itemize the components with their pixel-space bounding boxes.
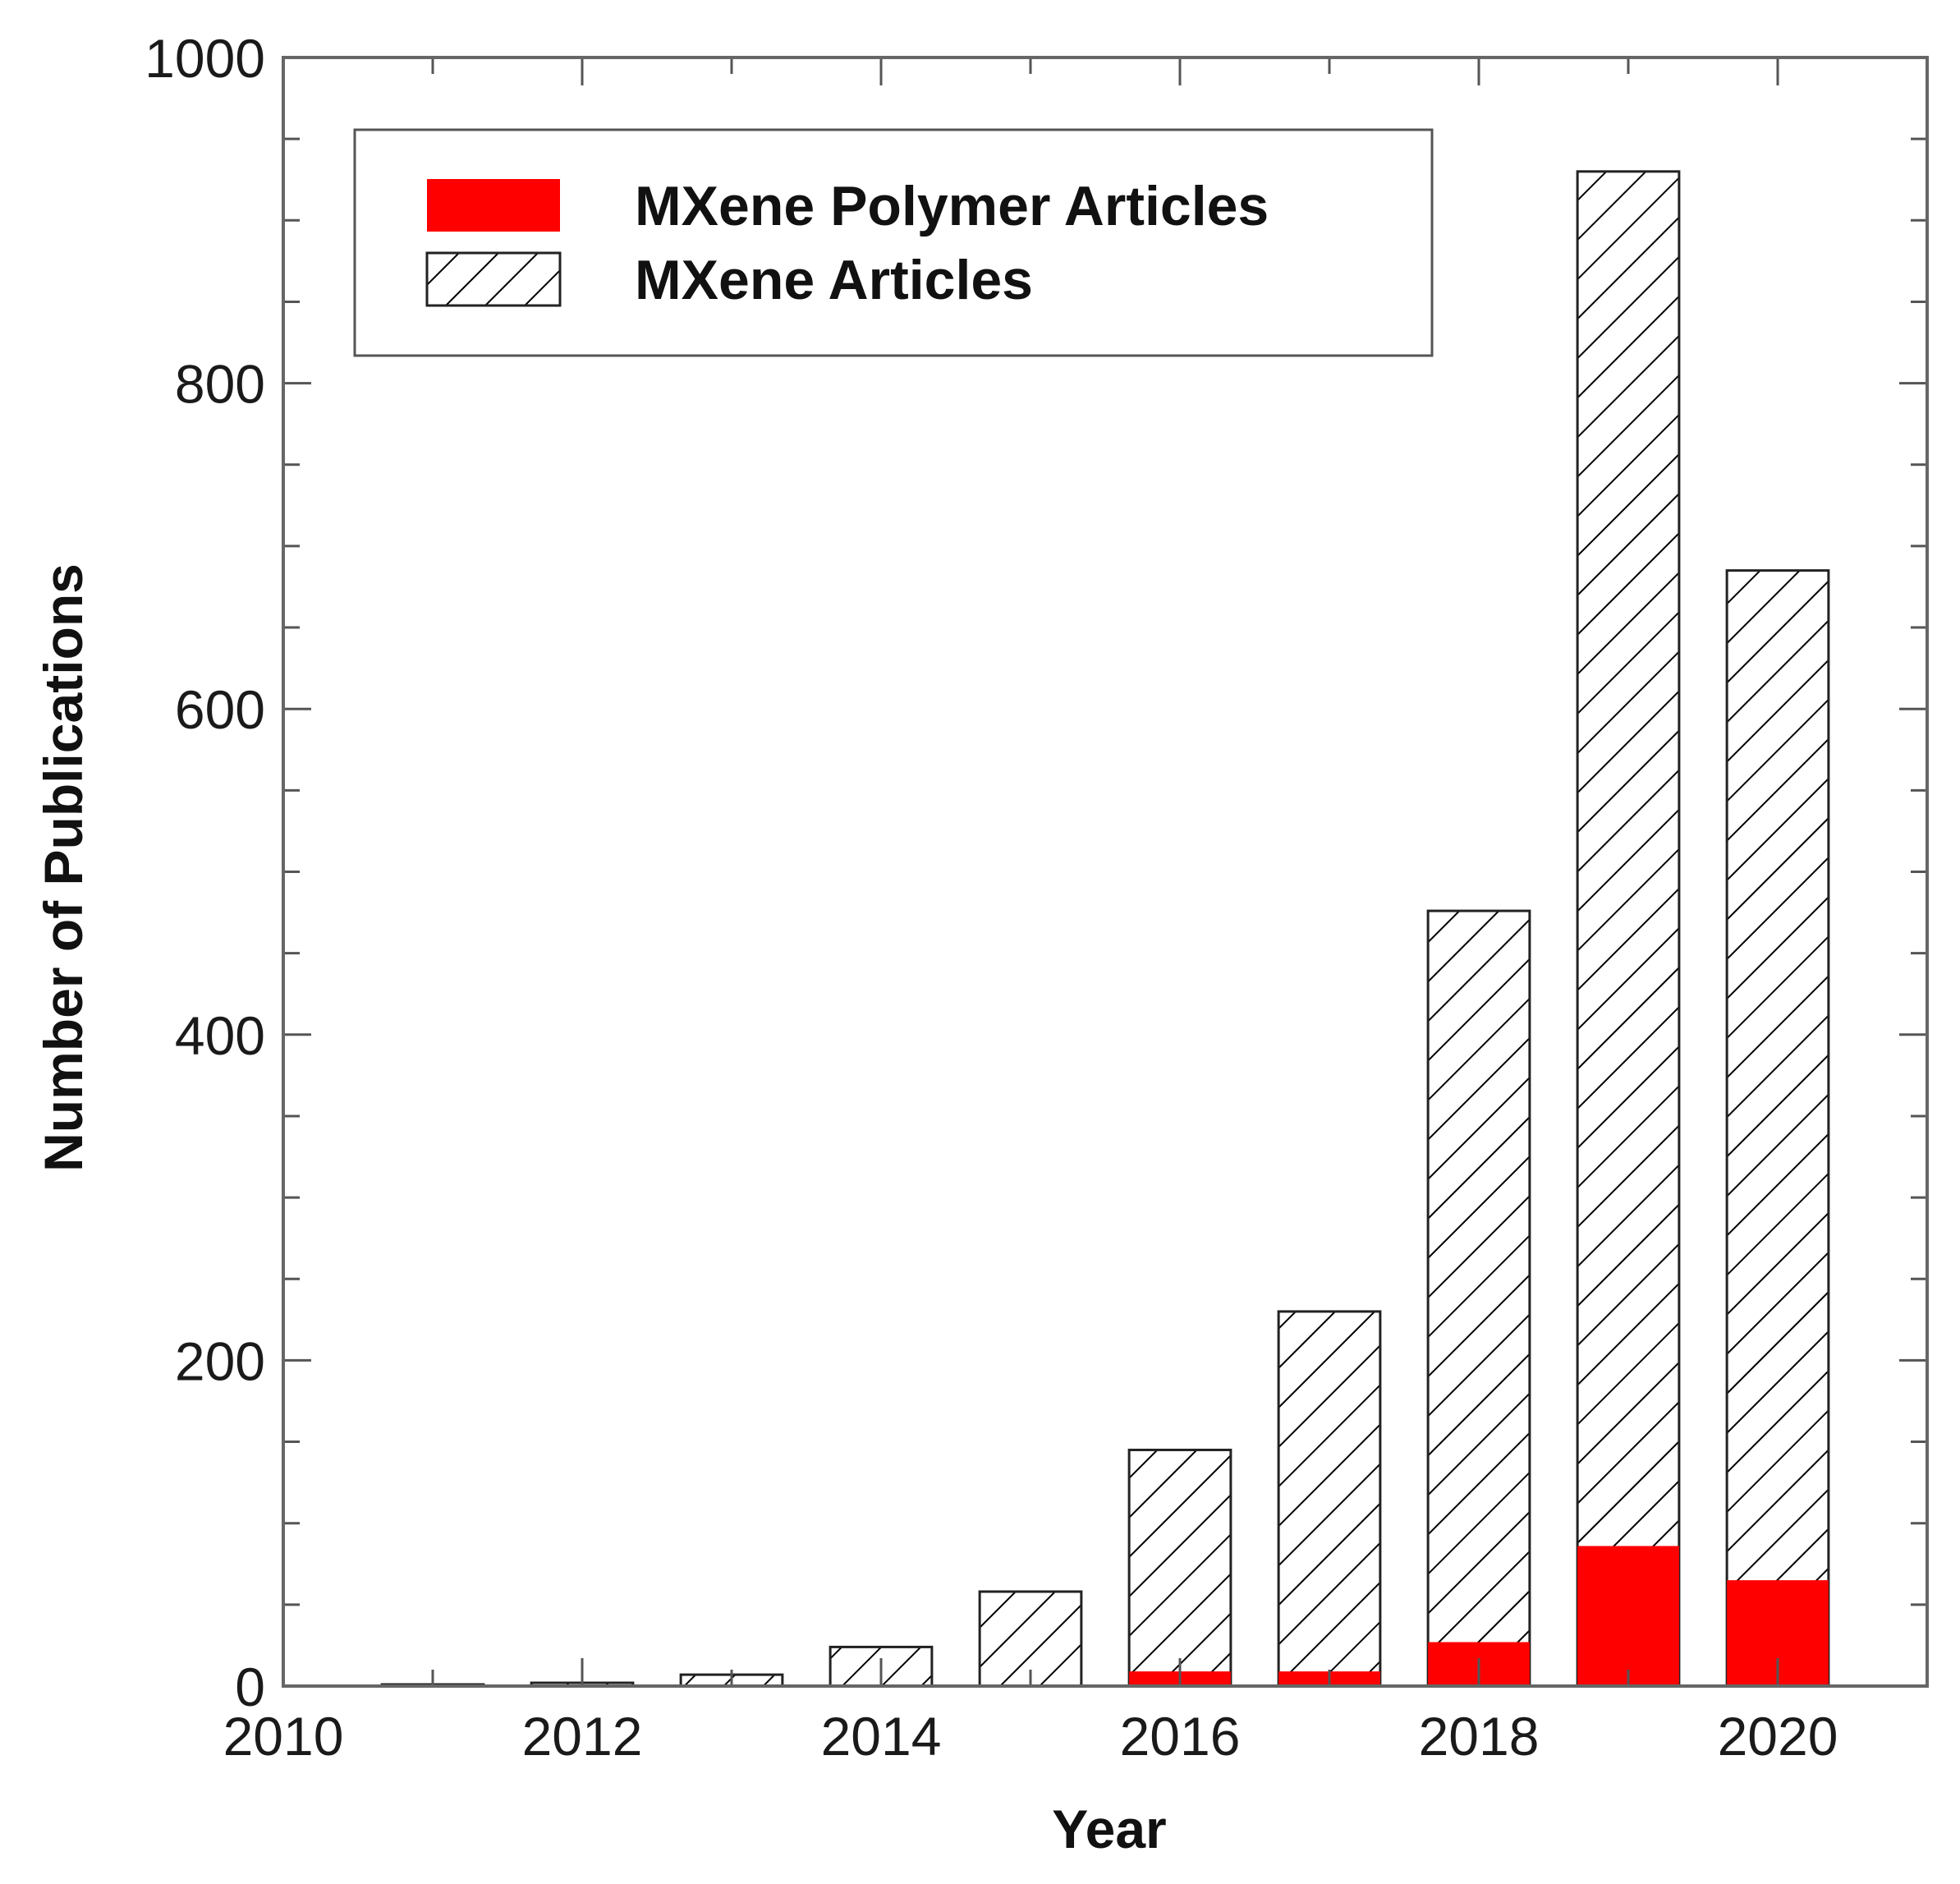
- tick-labels: 2010 2012 2014 2016 2018 2020 0 200 400 600 800 100…: [145, 28, 1838, 1767]
- legend-label-mxene: MXene Articles: [635, 249, 1033, 311]
- mxene-bar-2017: [1277, 1310, 1382, 1688]
- bars-layer: [380, 170, 1830, 1688]
- y-axis-title: Number of Publications: [33, 563, 94, 1172]
- legend-box: [353, 128, 1434, 357]
- y-tick-label: 0: [235, 1657, 265, 1717]
- legend-label-polymer: MXene Polymer Articles: [635, 175, 1269, 237]
- mxene-bar-2016: [1127, 1448, 1232, 1688]
- mxene-bar-2018: [1426, 909, 1531, 1688]
- x-tick-label: 2014: [821, 1706, 942, 1767]
- plot-frame: [282, 56, 1929, 1688]
- x-tick-label: 2016: [1120, 1706, 1241, 1767]
- y-tick-label: 400: [175, 1005, 265, 1066]
- polymer-bar-2019: [1577, 1546, 1679, 1686]
- legend-swatch-mxene: [425, 251, 562, 307]
- y-tick-label: 800: [175, 354, 265, 415]
- mxene-bar-2020: [1725, 569, 1830, 1688]
- x-tick-label: 2020: [1718, 1706, 1838, 1767]
- x-tick-label: 2010: [223, 1706, 344, 1767]
- x-tick-label: 2012: [522, 1706, 643, 1767]
- y-tick-label: 200: [175, 1330, 265, 1391]
- legend: MXene Polymer Articles MXene Articles: [353, 128, 1434, 357]
- y-tick-label: 1000: [145, 28, 265, 89]
- y-tick-label: 600: [175, 679, 265, 740]
- x-tick-label: 2018: [1419, 1706, 1540, 1767]
- mxene-bar-2019: [1576, 170, 1681, 1688]
- x-axis-title: Year: [1052, 1799, 1166, 1859]
- legend-swatch-polymer: [427, 179, 560, 232]
